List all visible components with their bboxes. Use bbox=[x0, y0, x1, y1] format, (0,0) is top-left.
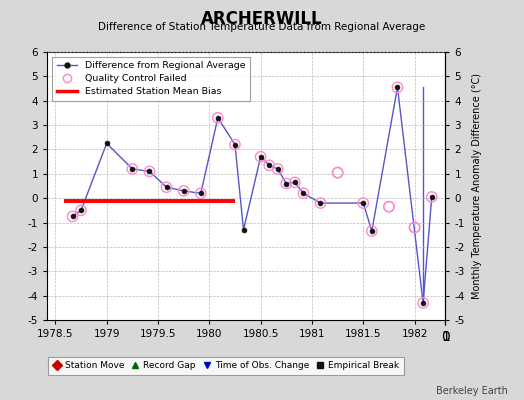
Point bbox=[385, 204, 393, 210]
Point bbox=[419, 300, 427, 306]
Point bbox=[410, 224, 419, 231]
Point bbox=[428, 194, 436, 200]
Point bbox=[214, 114, 222, 121]
Point bbox=[316, 200, 325, 206]
Point bbox=[394, 84, 402, 90]
Point bbox=[333, 169, 342, 176]
Legend: Station Move, Record Gap, Time of Obs. Change, Empirical Break: Station Move, Record Gap, Time of Obs. C… bbox=[48, 357, 403, 375]
Point bbox=[299, 190, 308, 196]
Point bbox=[145, 168, 154, 174]
Point bbox=[231, 141, 239, 148]
Point bbox=[385, 204, 393, 210]
Point bbox=[282, 180, 290, 187]
Point bbox=[265, 162, 274, 168]
Point bbox=[274, 166, 282, 172]
Point bbox=[77, 207, 85, 214]
Point bbox=[410, 224, 419, 231]
Point bbox=[68, 213, 77, 220]
Y-axis label: Monthly Temperature Anomaly Difference (°C): Monthly Temperature Anomaly Difference (… bbox=[472, 73, 482, 299]
Text: Berkeley Earth: Berkeley Earth bbox=[436, 386, 508, 396]
Text: ARCHERWILL: ARCHERWILL bbox=[201, 10, 323, 28]
Point bbox=[128, 166, 137, 172]
Point bbox=[291, 179, 299, 186]
Point bbox=[196, 190, 205, 196]
Point bbox=[162, 184, 171, 190]
Point bbox=[333, 169, 342, 176]
Point bbox=[256, 154, 265, 160]
Text: Difference of Station Temperature Data from Regional Average: Difference of Station Temperature Data f… bbox=[99, 22, 425, 32]
Point bbox=[180, 188, 188, 194]
Point bbox=[368, 228, 376, 234]
Point bbox=[359, 200, 367, 206]
